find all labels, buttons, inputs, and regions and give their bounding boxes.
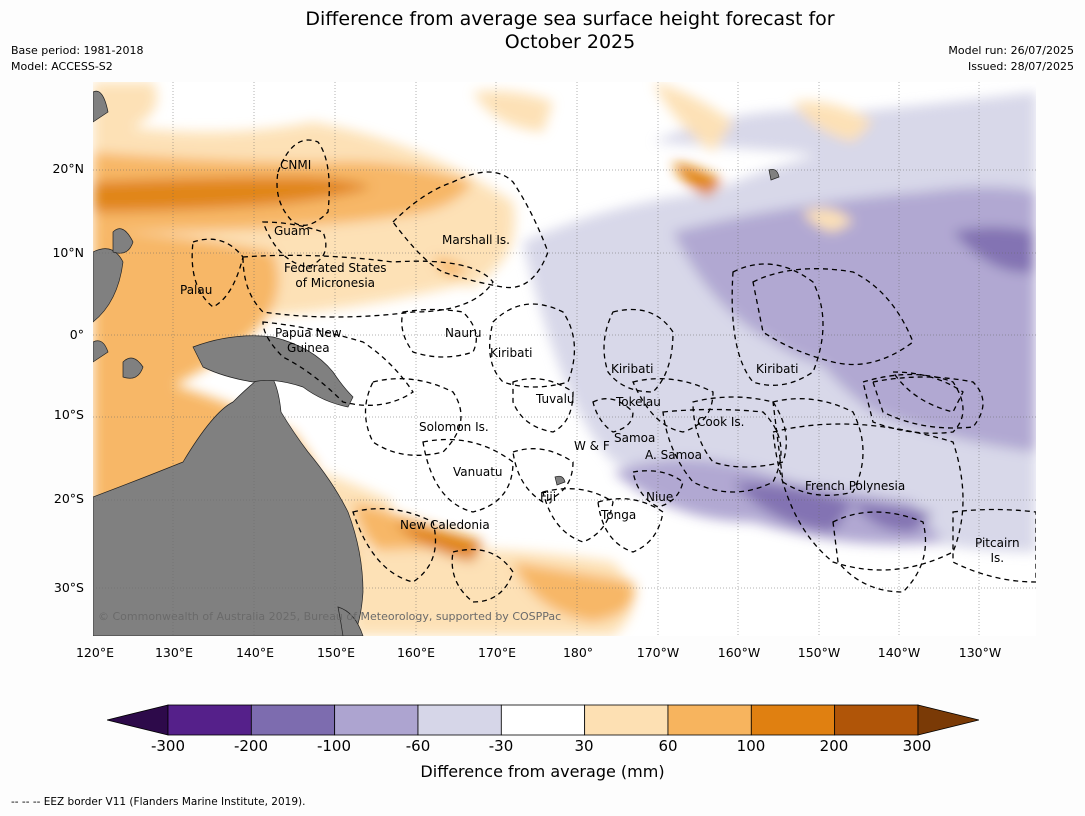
map-title: Difference from average sea surface heig…: [0, 8, 1085, 54]
colorbar-tick: 200: [819, 737, 849, 755]
label-samoa: Samoa: [614, 431, 656, 445]
label-palau: Palau: [180, 283, 213, 297]
label-tokelau: Tokelau: [616, 395, 661, 409]
label-new-caledonia: New Caledonia: [400, 518, 490, 532]
lon-tick: 150°W: [797, 645, 841, 660]
colorbar-segment: [834, 704, 919, 736]
label-nauru: Nauru: [445, 326, 482, 340]
colorbar-tick: 60: [658, 737, 678, 755]
lat-tick: 20°S: [53, 491, 84, 506]
graticule: [93, 82, 1036, 636]
map-panel: [93, 82, 1036, 636]
label-cook-islands: Cook Is.: [697, 415, 745, 429]
colorbar-tick: -200: [233, 737, 269, 755]
lon-tick: 150°E: [316, 645, 355, 660]
label-vanuatu: Vanuatu: [453, 465, 503, 479]
info-right: Model run: 26/07/2025 Issued: 28/07/2025: [948, 43, 1074, 75]
lon-tick: 130°W: [958, 645, 1002, 660]
info-left: Base period: 1981-2018 Model: ACCESS-S2: [11, 43, 143, 75]
copyright-notice: © Commonwealth of Australia 2025, Bureau…: [98, 610, 562, 623]
lon-tick: 130°E: [154, 645, 193, 660]
eez-legend-note: -- -- -- EEZ border V11 (Flanders Marine…: [11, 796, 306, 808]
colorbar-segment: [500, 704, 586, 736]
colorbar-segment: [167, 704, 252, 736]
lon-tick: 160°W: [717, 645, 761, 660]
label-cnmi: CNMI: [280, 158, 312, 172]
lat-tick: 10°S: [53, 407, 84, 422]
eez-borders: [191, 139, 1036, 603]
lon-tick: 170°E: [477, 645, 516, 660]
label-fsm-line2: of Micronesia: [295, 276, 376, 290]
land-masses: [93, 90, 780, 636]
colorbar-arrow-max: [917, 704, 979, 736]
colorbar-segment: [250, 704, 336, 736]
label-pitcairn-line2: Is.: [990, 551, 1005, 565]
label-pitcairn-line1: Pitcairn: [975, 536, 1020, 550]
label-fsm-line1: Federated States: [284, 261, 387, 275]
label-french-polynesia: French Polynesia: [805, 479, 906, 493]
label-fsm: Federated States of Micronesia: [284, 261, 386, 291]
colorbar-segment: [750, 704, 836, 736]
title-line-2: October 2025: [504, 31, 636, 53]
lat-tick: 20°N: [52, 161, 84, 176]
label-guam: Guam: [274, 224, 310, 238]
lon-tick: 120°E: [75, 645, 114, 660]
colorbar-segment: [334, 704, 419, 736]
label-kiribati-central: Kiribati: [611, 362, 654, 376]
label-american-samoa: A. Samoa: [645, 448, 702, 462]
label-kiribati-west: Kiribati: [490, 346, 533, 360]
model-run: Model run: 26/07/2025: [948, 44, 1074, 57]
lon-tick: 180°: [562, 645, 594, 660]
lon-tick: 170°W: [636, 645, 680, 660]
label-marshall-islands: Marshall Is.: [442, 233, 510, 247]
colorbar-segment: [417, 704, 502, 736]
label-tuvalu: Tuvalu: [536, 392, 575, 406]
title-line-1: Difference from average sea surface heig…: [305, 8, 835, 30]
label-niue: Niue: [646, 490, 674, 504]
lat-tick: 0°: [69, 327, 84, 342]
colorbar-segment: [667, 704, 752, 736]
label-pitcairn: Pitcairn Is.: [975, 536, 1020, 566]
lon-tick: 140°E: [235, 645, 274, 660]
label-solomon-islands: Solomon Is.: [419, 420, 489, 434]
label-png-line2: Guinea: [287, 341, 330, 355]
colorbar-tick: -100: [316, 737, 352, 755]
label-wallis-futuna: W & F: [574, 439, 610, 453]
label-fiji: Fiji: [540, 490, 557, 504]
base-period: Base period: 1981-2018: [11, 44, 144, 57]
issued-date: Issued: 28/07/2025: [967, 60, 1074, 73]
label-tonga: Tonga: [601, 508, 637, 522]
label-png-line1: Papua New: [275, 326, 342, 340]
lat-tick: 30°S: [53, 580, 84, 595]
lat-tick: 10°N: [52, 245, 84, 260]
lon-tick: 140°W: [877, 645, 921, 660]
model-name: Model: ACCESS-S2: [11, 60, 113, 73]
colorbar-tick: 300: [902, 737, 932, 755]
colorbar-tick: -60: [405, 737, 431, 755]
colorbar-label: Difference from average (mm): [420, 762, 665, 781]
colorbar-tick: 100: [736, 737, 766, 755]
colorbar-segment: [584, 704, 669, 736]
colorbar-arrow-min: [107, 704, 169, 736]
label-kiribati-east: Kiribati: [756, 362, 799, 376]
label-papua-new-guinea: Papua New Guinea: [275, 326, 342, 356]
colorbar-tick: -300: [150, 737, 186, 755]
colorbar-tick: 30: [574, 737, 594, 755]
lon-tick: 160°E: [396, 645, 435, 660]
colorbar-tick: -30: [488, 737, 514, 755]
colorbar: [107, 704, 979, 736]
